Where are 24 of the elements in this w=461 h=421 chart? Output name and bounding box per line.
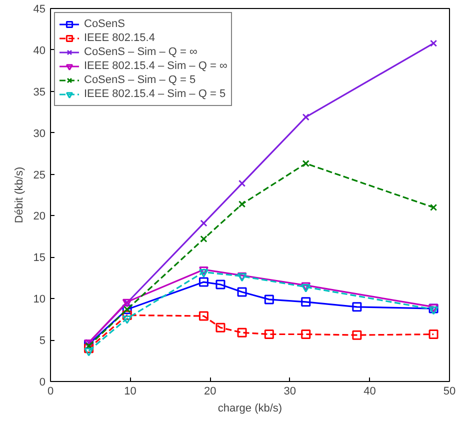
x-tick-label: 40 — [364, 386, 376, 398]
x-tick-label: 10 — [124, 386, 136, 398]
x-tick-label: 0 — [47, 386, 54, 398]
y-tick-label: 15 — [33, 252, 46, 264]
legend-label: CoSenS – Sim – Q = ∞ — [84, 45, 198, 59]
y-tick-label: 35 — [33, 86, 46, 98]
x-axis-title: charge (kb/s) — [218, 402, 282, 414]
y-tick-label: 20 — [33, 210, 46, 223]
x-tick-label: 50 — [443, 386, 456, 398]
y-tick-label: 0 — [39, 376, 46, 388]
y-tick-label: 5 — [39, 335, 46, 348]
y-axis-title: Débit (kb/s) — [13, 166, 26, 224]
y-tick-label: 30 — [33, 128, 46, 140]
legend-label: CoSenS — [84, 17, 125, 31]
legend-label: IEEE 802.15.4 – Sim – Q = ∞ — [84, 59, 228, 73]
y-tick-label: 25 — [33, 169, 46, 182]
y-tick-label: 45 — [33, 4, 46, 16]
y-tick-label: 40 — [33, 44, 46, 57]
legend-label: IEEE 802.15.4 – Sim – Q = 5 — [84, 87, 226, 101]
legend-label: IEEE 802.15.4 — [84, 31, 155, 45]
legend-label: CoSenS – Sim – Q = 5 — [84, 73, 196, 87]
x-tick-label: 30 — [284, 386, 296, 398]
y-tick-label: 10 — [33, 294, 46, 306]
x-tick-label: 20 — [204, 386, 216, 398]
